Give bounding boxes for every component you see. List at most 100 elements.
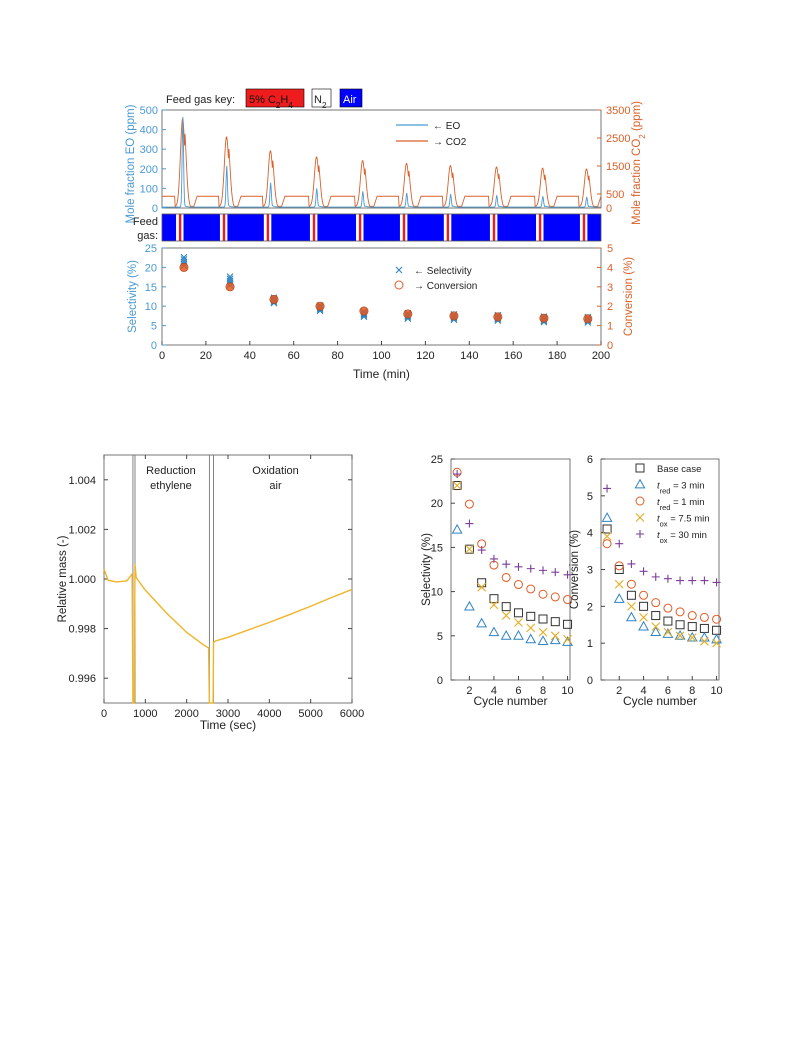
xtick-label: 6000 [340,708,364,720]
selectivity-marker [226,275,234,283]
ylabel-right-tail: (ppm) [631,101,643,134]
series-marker-triangle [463,600,475,611]
xtick-label: 2000 [174,708,198,720]
feed-strip-c2h4 [538,214,542,241]
xtick-label: 60 [288,350,300,362]
series-marker-x [563,634,572,644]
conversion-marker [359,306,369,316]
xtick-label: 4 [641,685,647,697]
eo-series-line [162,116,601,208]
legend-conversion-marker [394,280,404,290]
series-marker-circle [639,590,649,600]
series-marker-plus [651,572,660,581]
series-marker-circle [550,592,560,602]
ytick-label: 4 [587,528,593,540]
ytick-label: 0.996 [68,673,96,685]
series-marker-triangle [650,626,662,637]
series-marker-circle [501,572,511,582]
series-marker-triangle [537,635,549,646]
series-marker-x [501,611,511,620]
feed-strip-c2h4 [402,214,406,241]
fig-a-feed-strip: Feed gas: [133,213,602,242]
ytick-right-label: 3500 [606,105,630,117]
series-marker-triangle [513,629,524,640]
ytick-label: 3 [587,565,593,577]
series-marker-x [651,622,661,631]
feed-strip-c2h4 [222,214,226,241]
series-marker-square [489,594,499,604]
legend-label-post: = 7.5 min [668,514,710,525]
series-marker-x [675,631,685,641]
series-marker-circle [464,499,474,509]
series-marker-circle [538,589,548,599]
ytick-left-label: 20 [145,262,157,274]
conversion-marker [539,313,549,323]
phase-annotation-line1: Oxidation [252,465,298,477]
ytick-label: 6 [587,454,593,466]
ytick-right-label: 3 [607,282,613,294]
series-marker-plus [465,519,474,528]
series-marker-square [687,622,697,632]
panel-frame [450,458,571,681]
ytick-label: 1.004 [68,475,96,487]
conversion-marker [269,294,279,304]
series-marker-x [663,627,673,637]
series-marker-triangle [525,633,537,644]
xtick-label: 6 [515,685,521,697]
series-marker-square [663,616,673,626]
legend-label-post: = 30 min [668,530,707,541]
ytick-label: 1.000 [68,574,96,586]
series-marker-triangle [549,634,561,645]
series-marker-circle [651,598,661,608]
series-marker-plus [502,560,511,569]
feed-key-c2h4-part: 5% C [249,94,276,106]
series-marker-triangle [662,628,674,638]
feed-strip-c2h4 [312,214,316,241]
series-marker-x [687,633,697,643]
series-marker-triangle [451,523,463,534]
ytick-label: 25 [431,454,443,466]
legend-label-t: t [657,497,660,508]
series-marker-plus [539,566,548,575]
series-marker-square [602,524,612,534]
feed-label-line1: Feed [133,216,158,228]
xtick-label: 140 [460,350,478,362]
xtick-label: 3000 [216,708,240,720]
series-marker-square [538,614,548,624]
series-marker-x [514,618,523,627]
fig-b-chart: 0 1000 2000 3000 4000 5000 6000 0.996 0.998 1.000… [57,454,364,732]
series-marker-plus [603,484,612,493]
series-marker-square [501,602,511,612]
series-marker-plus [688,576,697,585]
series-marker-triangle [488,626,500,637]
xtick-label: 160 [504,350,522,362]
ytick-right-label: 2 [607,301,613,313]
conversion-marker [583,314,593,324]
feed-key-label: Feed gas key: [166,94,235,106]
ytick-left-label: 0 [152,203,158,215]
ytick-left-label: 15 [145,282,157,294]
xtick-label: 10 [561,685,573,697]
xtick-label: 4000 [257,708,281,720]
legend-selectivity-label: ← Selectivity [414,266,472,277]
xtick-label: 0 [159,350,165,362]
xtick-label: 10 [710,685,722,697]
series-marker-x [627,601,636,611]
fig-b-frame [103,454,353,704]
xtick-label: 6 [665,685,671,697]
feed-strip-frame [161,213,602,242]
feed-key-c2h4-part: H [280,94,288,106]
legend-marker-triangle [634,478,646,489]
ytick-right-label: 1500 [606,161,630,173]
series-marker-circle [614,561,624,571]
series-marker-plus [563,570,572,579]
ytick-label: 0 [437,675,443,687]
ytick-label: 20 [431,498,443,510]
legend-label-sub: ox [660,519,668,528]
ylabel: Relative mass (-) [57,535,69,622]
ytick-label: 2 [587,601,593,613]
xlabel: Time (min) [353,367,410,381]
feed-key-c2h4-part: 2 [276,101,281,110]
ylabel: Selectivity (%) [421,533,433,606]
